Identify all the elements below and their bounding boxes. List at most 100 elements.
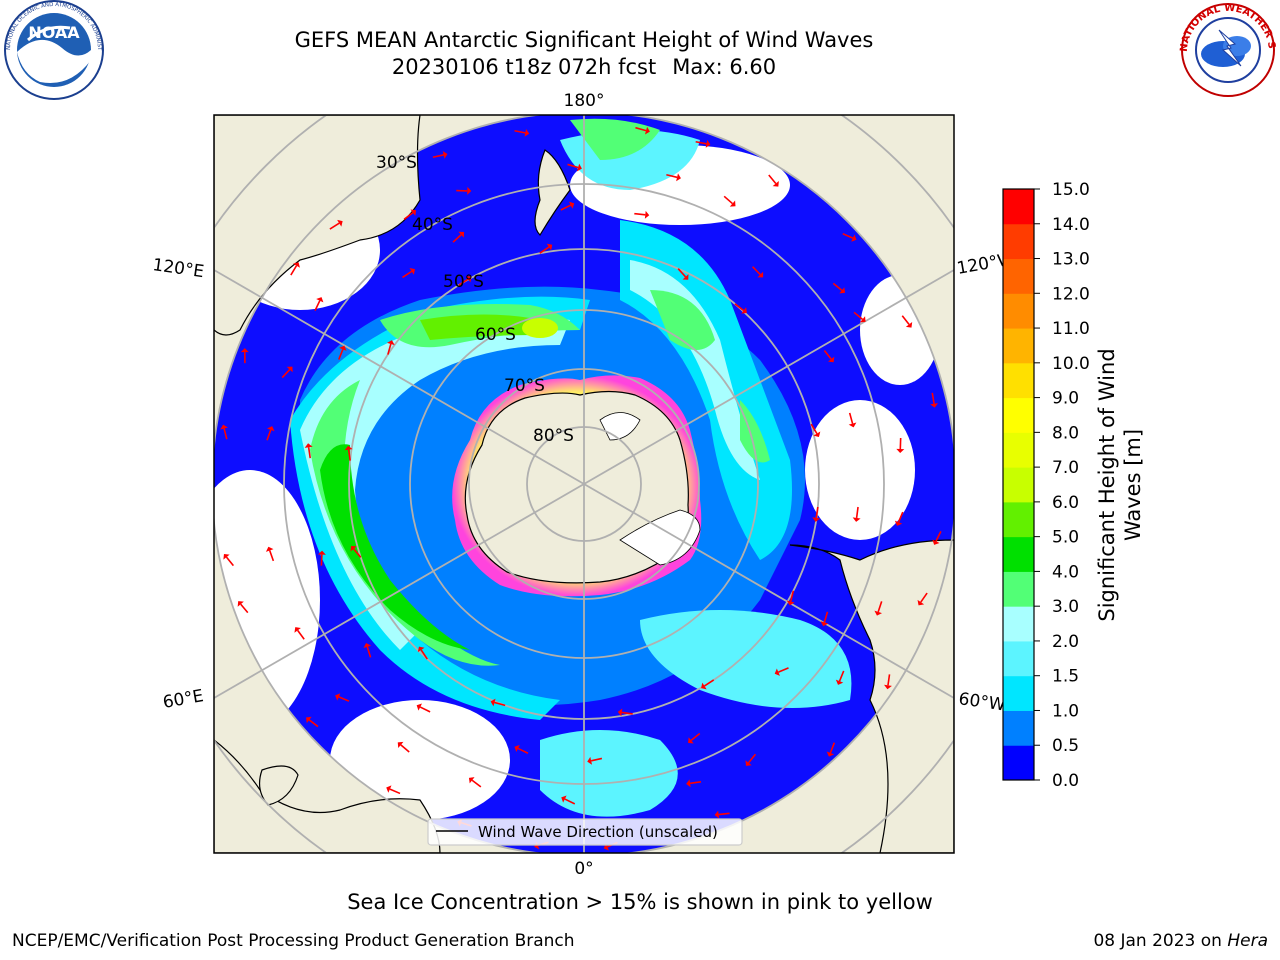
colorbar-tick-label: 13.0 — [1052, 250, 1090, 270]
wave-direction-arrow — [432, 154, 444, 159]
wave-direction-arrowhead — [896, 448, 905, 454]
wave-direction-arrow — [842, 232, 854, 239]
wave-direction-arrowhead — [772, 180, 779, 187]
wave-direction-arrowhead — [409, 268, 416, 275]
colorbar-tick-label: 3.0 — [1052, 597, 1079, 617]
wave-direction-arrow — [403, 212, 414, 220]
map-title: GEFS MEAN Antarctic Significant Height o… — [294, 28, 874, 52]
wave-direction-arrowhead — [576, 163, 582, 172]
wave-direction-arrowhead — [828, 356, 835, 363]
map-subtitle: 20230106 t18z 072h fcst Max: 6.60 — [184, 54, 984, 80]
wave-direction-arrow — [389, 788, 401, 795]
wave-direction-arrow — [829, 742, 836, 754]
colorbar-tick-label: 7.0 — [1052, 458, 1079, 478]
map-legend: Wind Wave Direction (unscaled) — [427, 818, 743, 846]
lat-label-40s: 40°S — [412, 215, 453, 235]
wave-direction-arrow — [366, 646, 372, 658]
wave-direction-arrow — [494, 701, 506, 707]
wave-direction-arrow — [281, 369, 291, 379]
wave-direction-arrow — [564, 798, 576, 805]
wave-direction-arrowhead — [617, 708, 623, 717]
wave-direction-arrowhead — [930, 403, 939, 408]
wave-direction-arrowhead — [839, 287, 845, 294]
wave-direction-arrow — [400, 744, 410, 753]
wave-direction-arrowhead — [490, 698, 496, 707]
wave-direction-arrowhead — [417, 646, 425, 653]
wave-direction-arrowhead — [458, 231, 465, 238]
colorbar-swatch — [1003, 675, 1034, 711]
wave-direction-arrow — [419, 706, 431, 713]
wave-direction-arrowhead — [644, 126, 650, 135]
sea-ice-note: Sea Ice Concentration > 15% is shown in … — [347, 890, 933, 914]
colorbar: 0.0 0.5 1.0 1.5 2.0 3.0 4.0 5.0 6.0 7.0 8.0 9.0 10.0… — [1002, 180, 1145, 791]
lon-label-0: 0° — [574, 859, 593, 879]
wave-direction-arrowhead — [466, 275, 472, 283]
wave-direction-arrowhead — [442, 150, 448, 159]
wave-direction-arrow — [815, 506, 819, 519]
wave-direction-arrowhead — [524, 128, 530, 137]
colorbar-swatch — [1003, 189, 1034, 225]
colorbar-tick-label: 1.5 — [1052, 667, 1079, 687]
new-zealand — [534, 149, 571, 236]
wave-direction-arrowhead — [267, 426, 275, 432]
wave-direction-arrow — [225, 556, 235, 567]
colorbar-label-2: Waves [m] — [1121, 429, 1145, 541]
colorbar-swatch — [1003, 397, 1034, 433]
wave-direction-arrow — [855, 506, 859, 519]
legend-text: Wind Wave Direction (unscaled) — [478, 823, 718, 841]
lat-label-80s: 80°S — [533, 426, 574, 446]
wave-direction-arrow — [338, 696, 350, 702]
wave-direction-arrow — [308, 719, 319, 728]
wave-direction-arrowhead — [350, 545, 357, 552]
footer-host: Hera — [1227, 931, 1268, 951]
wave-direction-arrow — [832, 282, 843, 291]
footer-date: 08 Jan 2023 on Hera — [1093, 931, 1268, 951]
wave-direction-arrowhead — [905, 321, 913, 328]
wave-direction-arrowhead — [306, 716, 312, 724]
wave-direction-arrow — [458, 278, 469, 286]
wave-direction-arrow — [778, 667, 789, 673]
wave-direction-arrow — [347, 449, 351, 461]
wave-direction-arrow — [768, 174, 777, 185]
wave-direction-arrow — [329, 222, 340, 230]
wave-direction-arrow — [590, 757, 603, 762]
colorbar-swatch — [1003, 745, 1034, 781]
colorbar-swatch — [1003, 258, 1034, 294]
wave-direction-arrow — [268, 550, 275, 562]
wave-direction-arrow — [789, 590, 795, 602]
wave-direction-arrow — [621, 711, 633, 715]
wave-direction-arrow — [452, 234, 462, 243]
wave-direction-arrow — [897, 511, 904, 523]
colorbar-tick-label: 6.0 — [1052, 493, 1079, 513]
wave-direction-arrowhead — [848, 422, 857, 428]
wave-direction-arrow — [539, 246, 550, 254]
colorbar-tick-label: 1.0 — [1052, 701, 1079, 721]
colorbar-swatch — [1003, 467, 1034, 503]
africa — [214, 739, 441, 853]
colorbar-tick-label: 15.0 — [1052, 180, 1090, 200]
colorbar-tick-label: 11.0 — [1052, 319, 1090, 339]
wave-direction-arrow — [634, 212, 646, 216]
wave-direction-arrowhead — [826, 751, 835, 757]
wave-direction-arrow — [751, 266, 761, 276]
wave-direction-arrow — [514, 129, 526, 134]
wave-direction-arrow — [266, 429, 272, 441]
wave-direction-arrow — [307, 447, 312, 459]
wave-direction-arrowhead — [316, 297, 324, 303]
forecast-run: 20230106 t18z 072h fcst — [391, 55, 657, 79]
colorbar-swatch — [1003, 223, 1034, 260]
wave-direction-arrowhead — [757, 271, 764, 278]
wave-direction-arrowhead — [293, 262, 300, 268]
wave-direction-arrowhead — [852, 517, 861, 522]
wave-direction-arrowhead — [917, 599, 925, 606]
colorbar-tick-label: 8.0 — [1052, 423, 1079, 443]
colorbar-swatch — [1003, 640, 1034, 677]
wave-direction-arrowhead — [386, 785, 392, 793]
wave-direction-arrow — [402, 270, 413, 279]
map-frame — [213, 114, 955, 854]
wave-direction-arrow — [931, 392, 935, 404]
wave-direction-arrowhead — [286, 366, 293, 373]
wave-direction-arrowhead — [820, 621, 829, 627]
wave-direction-arrowhead — [410, 209, 417, 216]
colorbar-ticks: 0.0 0.5 1.0 1.5 2.0 3.0 4.0 5.0 6.0 7.0 8.0 9.0 10.0… — [1034, 180, 1090, 791]
